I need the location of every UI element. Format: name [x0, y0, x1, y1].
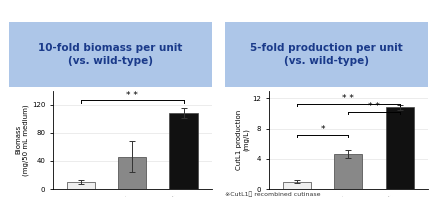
Text: 5-fold production per unit
(vs. wild-type): 5-fold production per unit (vs. wild-typ…: [250, 43, 403, 66]
Text: AGΔ: AGΔ: [117, 195, 132, 197]
Bar: [169, 113, 198, 189]
Bar: [283, 182, 311, 189]
Bar: [67, 182, 95, 189]
Text: * *: * *: [343, 94, 354, 103]
Text: AGΔ
ΔGAGΔ: AGΔ ΔGAGΔ: [154, 195, 183, 197]
Text: * *: * *: [127, 91, 138, 100]
Text: * *: * *: [368, 102, 380, 111]
Bar: [385, 107, 414, 189]
Bar: [118, 157, 146, 189]
Text: Wild-
type: Wild- type: [275, 195, 297, 197]
Bar: [334, 154, 363, 189]
Text: 10-fold biomass per unit
(vs. wild-type): 10-fold biomass per unit (vs. wild-type): [38, 43, 183, 66]
Text: AGΔ: AGΔ: [333, 195, 348, 197]
Y-axis label: CutL1 production
(mg/L): CutL1 production (mg/L): [236, 110, 250, 170]
Text: Wild-
type: Wild- type: [59, 195, 81, 197]
Text: ※CutL1： recombined cutinase: ※CutL1： recombined cutinase: [225, 191, 321, 197]
Y-axis label: Biomass
(mg/50 mL medium): Biomass (mg/50 mL medium): [15, 104, 29, 176]
Text: *: *: [321, 125, 325, 134]
Text: AGΔ
ΔGAGΔ: AGΔ ΔGAGΔ: [370, 195, 400, 197]
